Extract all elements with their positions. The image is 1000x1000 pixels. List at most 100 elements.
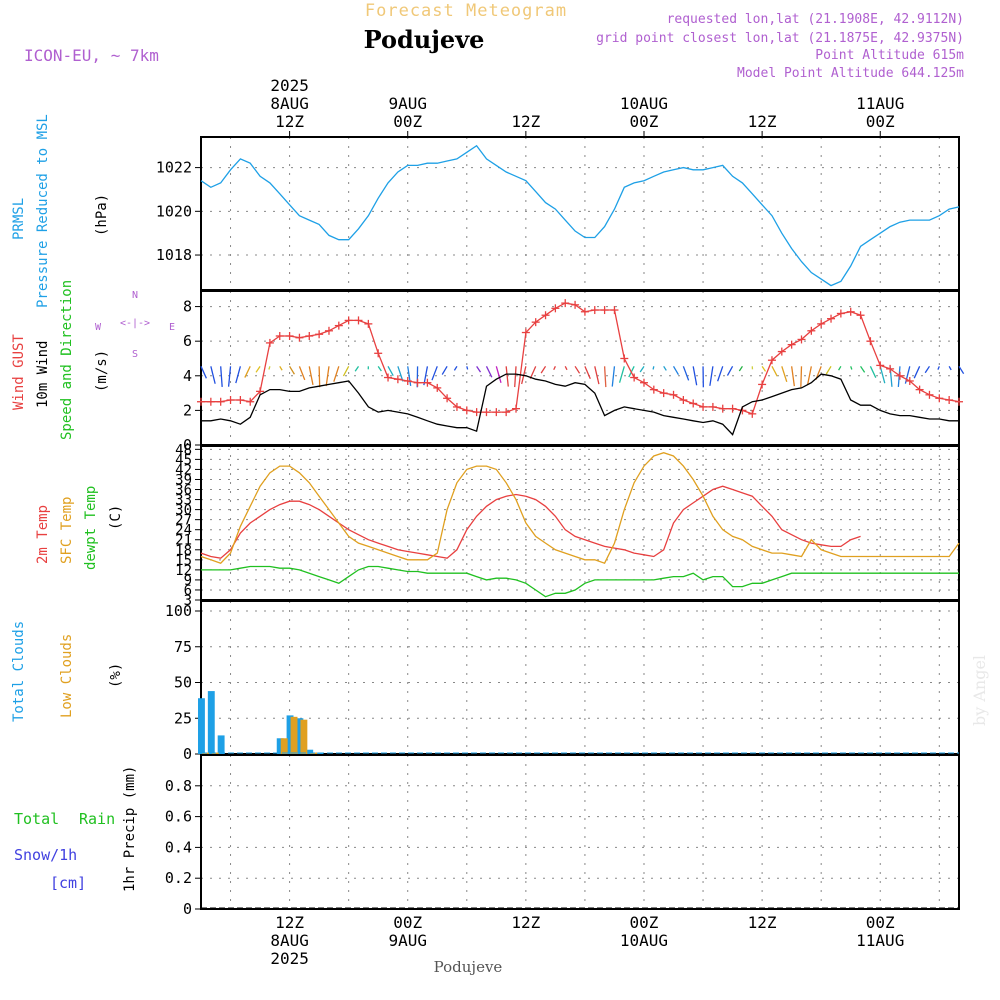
gust-point	[669, 390, 678, 399]
gust-point	[945, 396, 954, 405]
wind-arrow	[913, 366, 921, 379]
clouds-unit: (%)	[108, 663, 124, 688]
wind-arrow	[377, 365, 382, 372]
wind-arrow	[407, 366, 412, 386]
gust-point	[315, 330, 324, 339]
pressure-label-2: Pressure Reduced to MSL	[35, 114, 51, 308]
credit: by Angel	[970, 655, 989, 726]
wind-arrow	[431, 366, 438, 381]
ytick-label: 1018	[156, 246, 192, 264]
gust-point	[787, 340, 796, 349]
wind-arrow	[220, 366, 223, 388]
wind-10m-label: 10m Wind	[35, 341, 51, 408]
cloud-bar-total	[276, 738, 284, 754]
top-time-label: 00Z	[630, 112, 659, 131]
cloud-bar-total	[306, 749, 314, 754]
ytick-label: 39	[175, 472, 192, 488]
gust-point	[275, 331, 284, 340]
temp-unit: (C)	[108, 505, 124, 530]
wind-arrow	[308, 366, 314, 386]
wind-arrow	[682, 366, 690, 381]
gust-point	[433, 383, 442, 392]
gust-point	[285, 331, 294, 340]
gust-point	[295, 333, 304, 342]
gust-point	[561, 299, 570, 308]
gust-point	[915, 385, 924, 394]
wind-arrow	[476, 365, 482, 373]
gust-point	[777, 347, 786, 356]
gust-point	[502, 408, 511, 417]
wind-arrow	[692, 366, 698, 386]
temp-dewpt-label: dewpt Temp	[83, 486, 99, 570]
ytick-label: 0.8	[165, 777, 192, 795]
wind-arrow	[800, 366, 803, 388]
pressure-labels: PRMSL Pressure Reduced to MSL (hPa)	[11, 114, 110, 308]
gust-point	[226, 396, 235, 405]
panel-frame	[200, 290, 960, 446]
gust-point	[334, 321, 343, 330]
gust-point	[541, 311, 550, 320]
gust-point	[886, 364, 895, 373]
wind-arrow	[594, 366, 600, 385]
wind-arrow	[838, 365, 842, 371]
wind-dir-label: Speed and Direction	[59, 280, 75, 440]
wind-arrow	[663, 365, 667, 371]
ytick-label: 18	[175, 543, 192, 559]
ytick-label: 6	[184, 583, 192, 599]
cloud-bar-total	[217, 735, 225, 754]
ytick-label: 15	[175, 553, 192, 569]
gust-point	[393, 375, 402, 384]
gust-point	[521, 328, 530, 337]
temp-labels: 2m Temp SFC Temp dewpt Temp (C)	[35, 486, 124, 570]
bottom-time-label: 12Z	[748, 913, 777, 932]
cloud-bar-total	[198, 698, 205, 754]
bottom-time-label: 00Z	[393, 913, 422, 932]
wind-arrow	[860, 365, 866, 373]
ytick-label: 1020	[156, 202, 192, 220]
wind-unit: (m/s)	[94, 350, 110, 392]
wind-arrow	[897, 366, 901, 387]
precip-unit: 1hr Precip (mm)	[122, 766, 138, 892]
ytick-label: 100	[165, 602, 192, 620]
wind-arrow	[781, 366, 788, 383]
top-time-label: 12Z	[275, 112, 304, 131]
gust-point	[758, 380, 767, 389]
gust-point	[512, 404, 521, 413]
series-line-wind-gust	[201, 302, 960, 415]
cloud-bar-low	[290, 716, 298, 754]
bottom-time-label: 10AUG	[620, 931, 668, 950]
series-line-2m-temp	[200, 485, 861, 559]
gust-point	[531, 318, 540, 327]
wind-arrow	[761, 365, 767, 372]
gridpoint-coords: grid point closest lon,lat (21.1875E, 42…	[596, 31, 964, 46]
total-label: Total	[14, 810, 59, 828]
cloud-bar-total	[296, 718, 304, 754]
gust-point	[876, 361, 885, 370]
ytick-label: 0	[183, 900, 192, 918]
ytick-label: 2	[183, 401, 192, 419]
series-line-10m-wind	[201, 373, 959, 436]
top-time-label: 12Z	[748, 112, 777, 131]
gust-point	[836, 309, 845, 318]
bottom-time-label: 12Z	[275, 913, 304, 932]
ytick-label: 24	[175, 523, 192, 539]
ytick-label: 27	[175, 513, 192, 529]
gust-point	[610, 306, 619, 315]
cloud-bar-low	[280, 738, 288, 754]
gust-point	[384, 373, 393, 382]
gust-point	[630, 373, 639, 382]
wind-arrow	[553, 366, 556, 371]
gust-point	[689, 399, 698, 408]
snow-unit: [cm]	[50, 874, 86, 892]
gust-point	[827, 314, 836, 323]
wind-arrow	[850, 366, 853, 370]
wind-arrow	[825, 365, 832, 375]
gust-point	[472, 408, 481, 417]
gust-point	[364, 319, 373, 328]
wind-arrow	[466, 366, 469, 370]
top-time-label: 00Z	[866, 112, 895, 131]
wind-arrow	[453, 365, 458, 371]
panel-frame	[200, 754, 960, 910]
ytick-label: 4	[183, 367, 192, 385]
